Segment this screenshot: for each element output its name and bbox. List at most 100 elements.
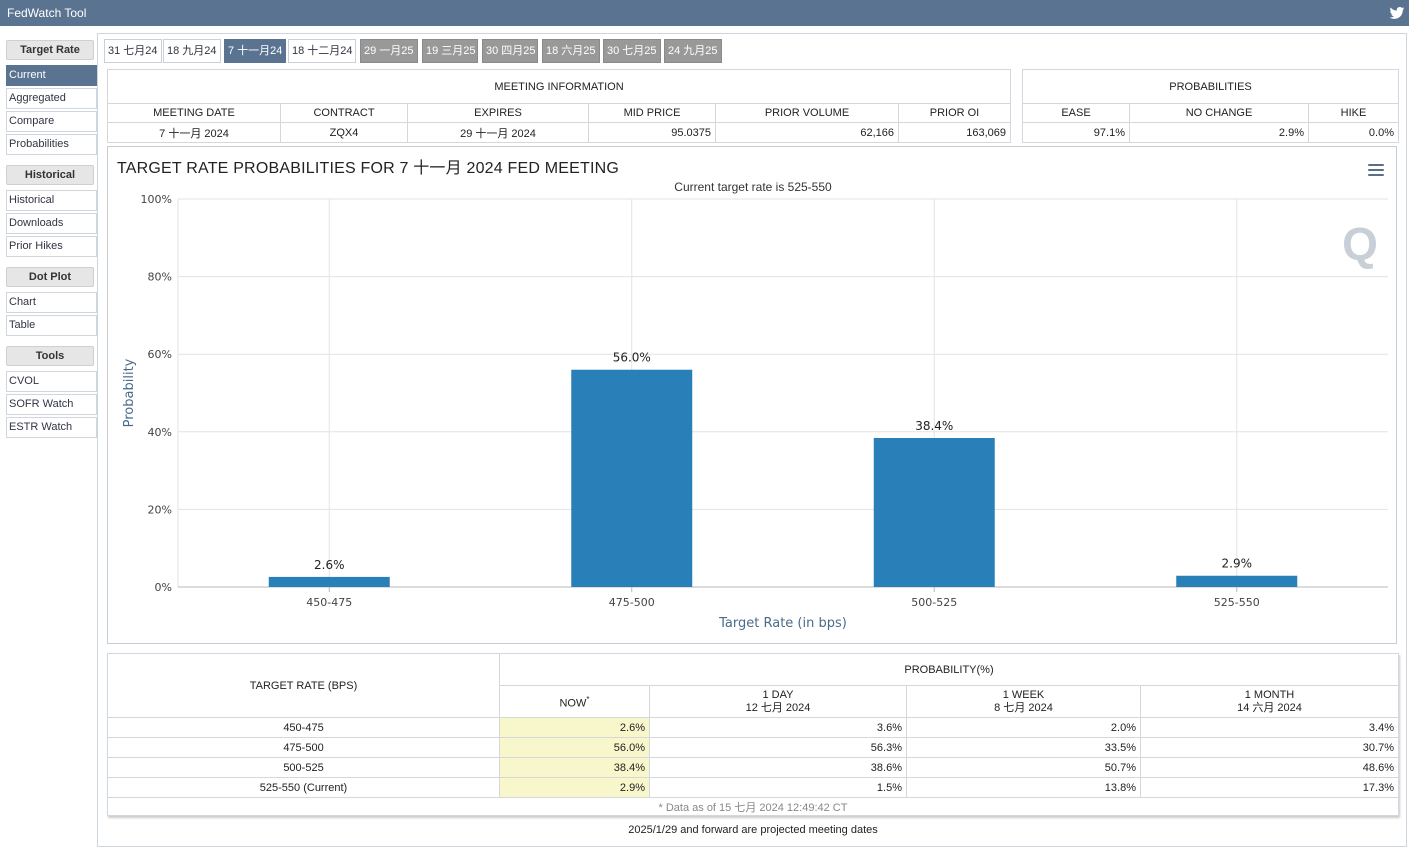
sidebar: Target Rate Current Aggregated Compare P…: [6, 40, 97, 438]
row-now: 2.6%: [499, 717, 650, 738]
hike-value: 0.0%: [1308, 122, 1399, 143]
sidebar-heading-dot-plot[interactable]: Dot Plot: [6, 267, 94, 287]
bar-data-label: 2.6%: [314, 558, 345, 572]
chart-canvas: Q 0% 20% 40% 60% 80% 100% 2.6% 450-475 56.0% 475-5…: [122, 193, 1388, 631]
row-1-week: 2.0%: [906, 717, 1141, 738]
row-rate: 475-500: [107, 737, 500, 758]
sidebar-item-prior-hikes[interactable]: Prior Hikes: [6, 236, 97, 257]
x-axis-title: Target Rate (in bps): [718, 616, 847, 631]
header-meeting-date: MEETING DATE: [107, 103, 281, 123]
sidebar-item-chart[interactable]: Chart: [6, 292, 97, 313]
tab-meeting-9[interactable]: 30 七月25: [603, 39, 661, 63]
bar: [268, 576, 390, 587]
table-row: 475-500 56.0% 56.3% 33.5% 30.7%: [107, 737, 1399, 758]
tab-meeting-8[interactable]: 18 六月25: [542, 39, 600, 63]
header-1-day: 1 DAY 12 七月 2024: [649, 685, 907, 718]
data-as-of-note: * Data as of 15 七月 2024 12:49:42 CT: [107, 797, 1399, 816]
x-tick-label: 450-475: [306, 596, 352, 609]
tab-meeting-3[interactable]: 7 十一月24: [224, 39, 286, 63]
sidebar-item-compare[interactable]: Compare: [6, 111, 97, 132]
header-target-rate-bps: TARGET RATE (BPS): [107, 653, 500, 718]
sidebar-heading-target-rate[interactable]: Target Rate: [6, 40, 94, 60]
main-panel: 31 七月24 18 九月24 7 十一月24 18 十二月24 29 一月25…: [97, 33, 1407, 847]
row-1-month: 17.3%: [1140, 777, 1399, 798]
prior-oi-value: 163,069: [898, 122, 1011, 143]
sidebar-item-aggregated[interactable]: Aggregated: [6, 88, 97, 109]
bar-data-label: 56.0%: [613, 351, 651, 365]
probability-table: TARGET RATE (BPS) PROBABILITY(%) NOW* 1 …: [107, 653, 1399, 816]
header-expires: EXPIRES: [407, 103, 589, 123]
ease-value: 97.1%: [1022, 122, 1130, 143]
header-1-week: 1 WEEK 8 七月 2024: [906, 685, 1141, 718]
row-1-week: 50.7%: [906, 757, 1141, 778]
table-row: 450-475 2.6% 3.6% 2.0% 3.4%: [107, 717, 1399, 738]
meeting-information-caption: MEETING INFORMATION: [107, 69, 1011, 104]
tab-meeting-7[interactable]: 30 四月25: [482, 39, 538, 63]
sidebar-item-current[interactable]: Current: [6, 65, 97, 86]
row-now: 38.4%: [499, 757, 650, 778]
y-tick-label: 20%: [148, 503, 172, 516]
row-rate: 525-550 (Current): [107, 777, 500, 798]
y-tick-label: 80%: [148, 271, 172, 284]
header-prior-oi: PRIOR OI: [898, 103, 1011, 123]
header-prior-volume: PRIOR VOLUME: [715, 103, 899, 123]
projected-dates-note: 2025/1/29 and forward are projected meet…: [628, 824, 878, 836]
chart-title: TARGET RATE PROBABILITIES FOR 7 十一月 2024…: [117, 160, 620, 177]
header-probability: PROBABILITY(%): [499, 653, 1399, 686]
row-1-day: 3.6%: [649, 717, 907, 738]
sidebar-item-cvol[interactable]: CVOL: [6, 371, 97, 392]
tab-meeting-5[interactable]: 29 一月25: [360, 39, 418, 63]
mid-price-value: 95.0375: [588, 122, 716, 143]
sidebar-heading-historical[interactable]: Historical: [6, 165, 94, 185]
bar: [1176, 575, 1298, 587]
probability-chart: Q 0% 20% 40% 60% 80% 100% 2.6% 450-475 56.0% 475-5…: [107, 146, 1397, 644]
y-axis-title: Probability: [122, 358, 137, 427]
probabilities-caption: PROBABILITIES: [1022, 69, 1399, 104]
x-tick-label: 525-550: [1214, 596, 1260, 609]
y-tick-label: 60%: [148, 348, 172, 361]
tab-meeting-10[interactable]: 24 九月25: [664, 39, 722, 63]
row-1-month: 30.7%: [1140, 737, 1399, 758]
sidebar-item-probabilities[interactable]: Probabilities: [6, 134, 97, 155]
row-now: 56.0%: [499, 737, 650, 758]
header-mid-price: MID PRICE: [588, 103, 716, 123]
row-1-month: 3.4%: [1140, 717, 1399, 738]
header-no-change: NO CHANGE: [1129, 103, 1309, 123]
header-now: NOW*: [499, 685, 650, 718]
sidebar-item-estr-watch[interactable]: ESTR Watch: [6, 417, 97, 438]
row-1-month: 48.6%: [1140, 757, 1399, 778]
tab-meeting-2[interactable]: 18 九月24: [163, 39, 221, 63]
expires-value: 29 十一月 2024: [407, 122, 589, 143]
row-rate: 500-525: [107, 757, 500, 778]
row-1-day: 1.5%: [649, 777, 907, 798]
hamburger-menu-icon[interactable]: [1368, 164, 1384, 178]
chart-subtitle: Current target rate is 525-550: [674, 180, 832, 194]
header-1-month: 1 MONTH 14 六月 2024: [1140, 685, 1399, 718]
tab-meeting-4[interactable]: 18 十二月24: [288, 39, 356, 63]
meeting-date-value: 7 十一月 2024: [107, 122, 281, 143]
watermark-logo: Q: [1342, 218, 1378, 270]
prior-volume-value: 62,166: [715, 122, 899, 143]
sidebar-item-sofr-watch[interactable]: SOFR Watch: [6, 394, 97, 415]
twitter-icon[interactable]: [1389, 5, 1405, 21]
header-ease: EASE: [1022, 103, 1130, 123]
contract-value: ZQX4: [280, 122, 408, 143]
sidebar-item-downloads[interactable]: Downloads: [6, 213, 97, 234]
table-row: 500-525 38.4% 38.6% 50.7% 48.6%: [107, 757, 1399, 778]
sidebar-item-table[interactable]: Table: [6, 315, 97, 336]
row-rate: 450-475: [107, 717, 500, 738]
meeting-information-table: MEETING INFORMATION MEETING DATE CONTRAC…: [107, 69, 1011, 143]
x-tick-label: 500-525: [911, 596, 957, 609]
app-titlebar: FedWatch Tool: [0, 0, 1409, 26]
row-1-week: 13.8%: [906, 777, 1141, 798]
header-hike: HIKE: [1308, 103, 1399, 123]
tab-meeting-1[interactable]: 31 七月24: [104, 39, 162, 63]
tab-meeting-6[interactable]: 19 三月25: [422, 39, 478, 63]
row-1-day: 38.6%: [649, 757, 907, 778]
y-tick-label: 0%: [155, 581, 172, 594]
row-1-day: 56.3%: [649, 737, 907, 758]
bar: [571, 369, 693, 587]
sidebar-heading-tools[interactable]: Tools: [6, 346, 94, 366]
row-now: 2.9%: [499, 777, 650, 798]
sidebar-item-historical[interactable]: Historical: [6, 190, 97, 211]
